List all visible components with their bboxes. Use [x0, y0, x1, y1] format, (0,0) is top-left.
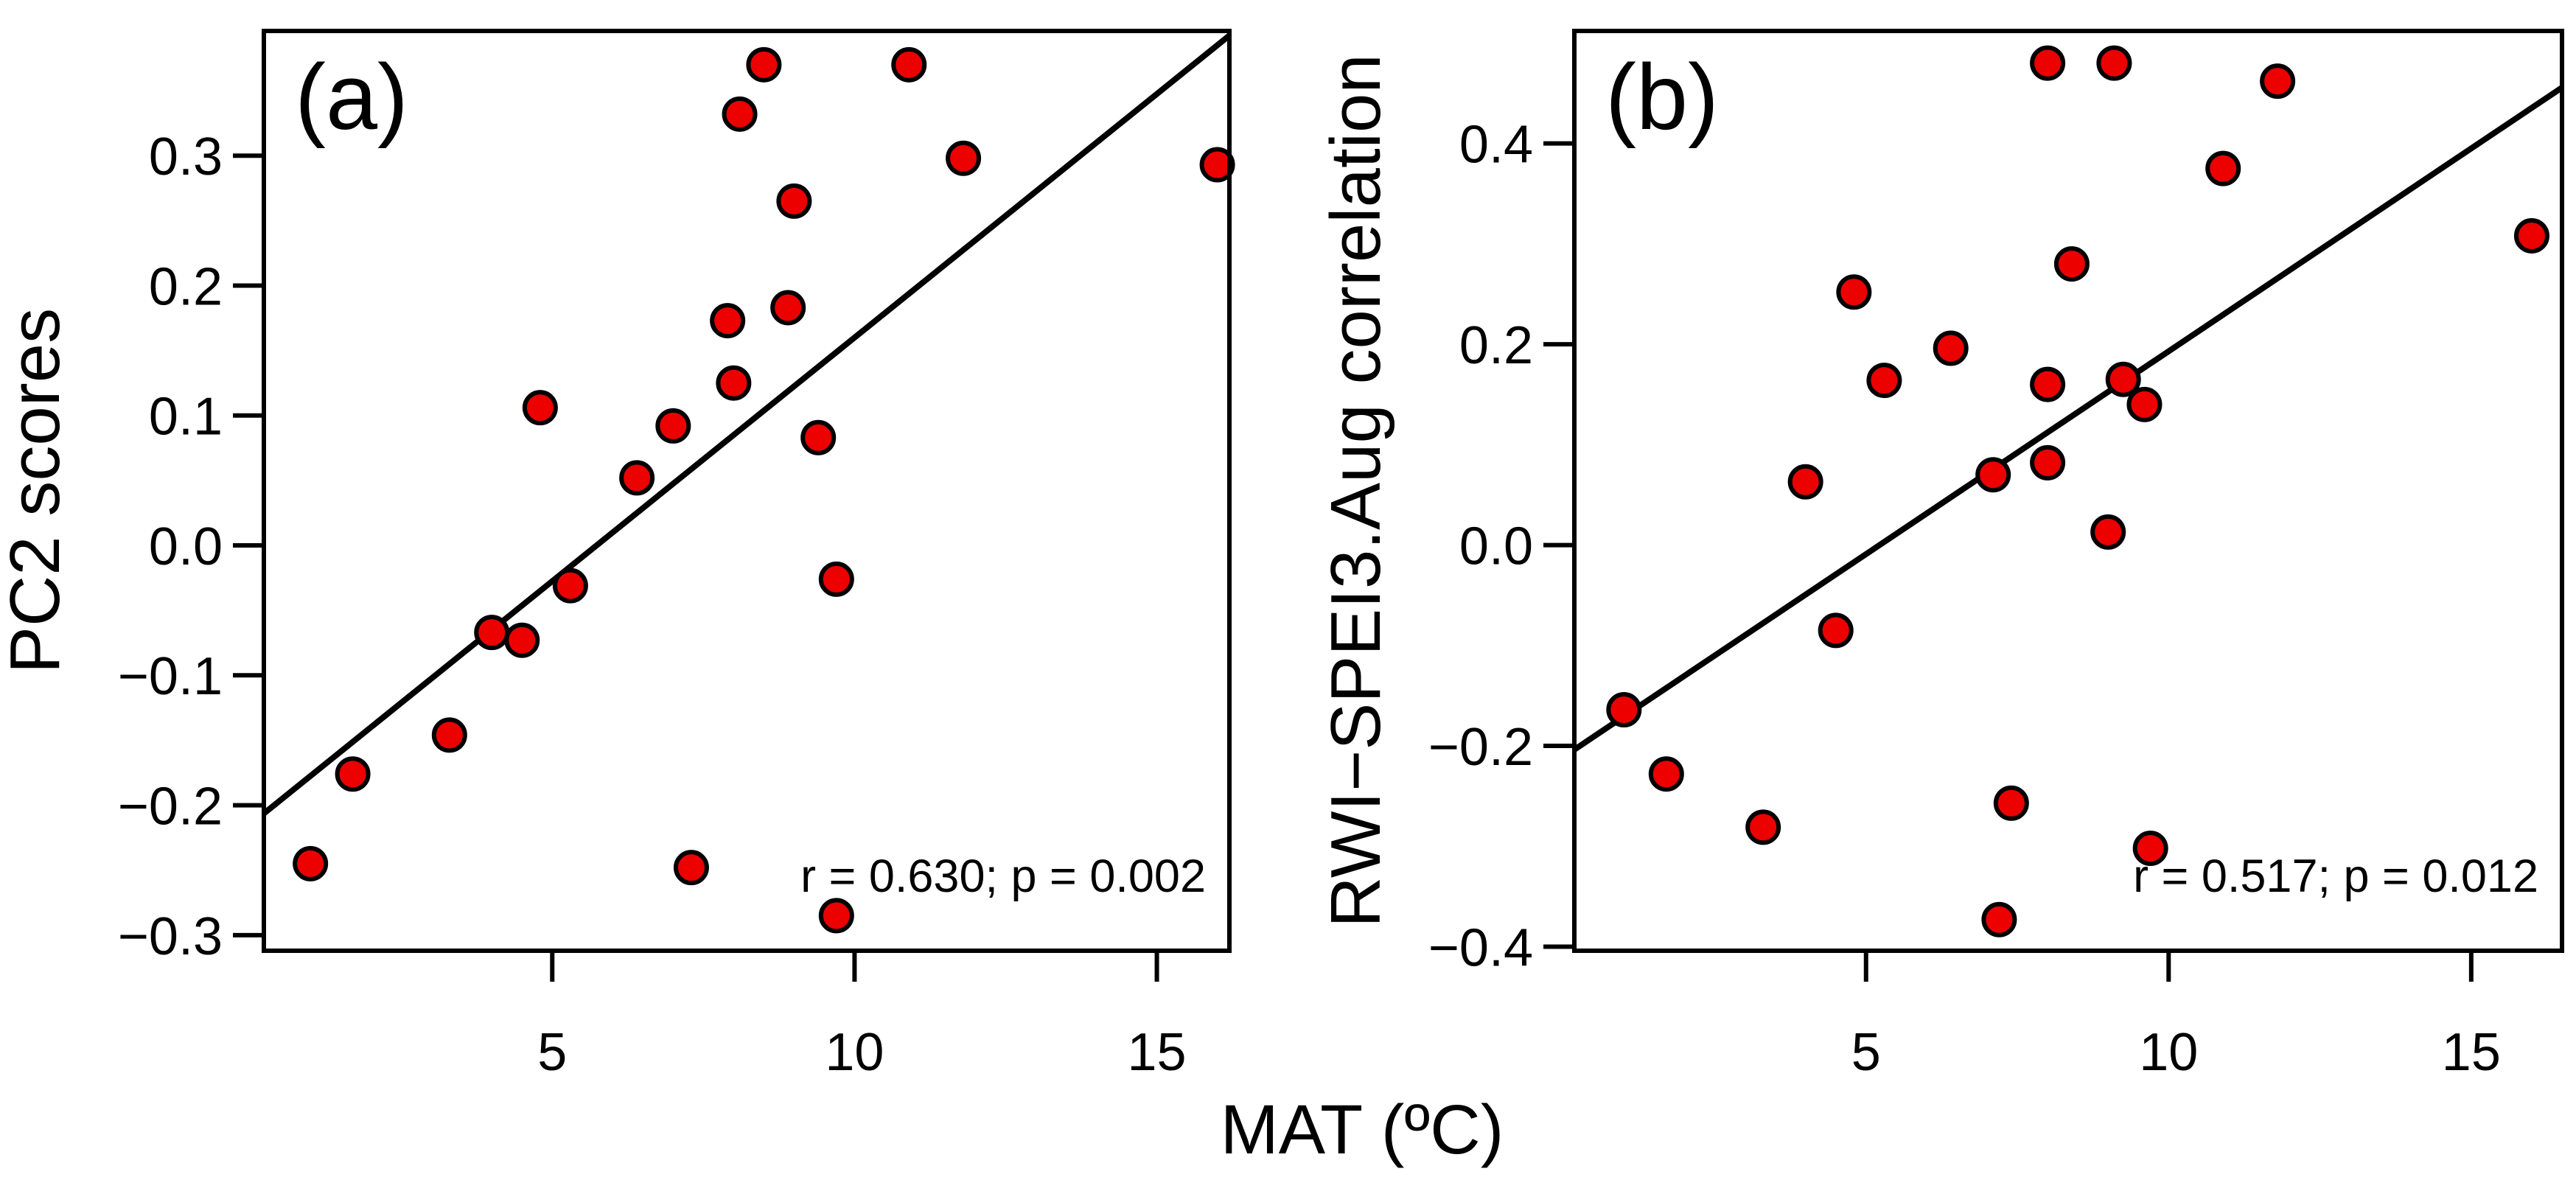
x-tick-label-b: 10 — [2139, 1023, 2198, 1082]
data-point-a — [710, 303, 746, 339]
data-point-b — [2105, 361, 2141, 397]
y-tick-label-a: 0.3 — [149, 128, 223, 186]
data-point-a — [619, 460, 655, 496]
plot-box-b — [1572, 29, 2564, 953]
data-point-b — [2513, 217, 2549, 254]
x-tick-label-a: 15 — [1128, 1023, 1187, 1082]
x-tick-label-a: 10 — [825, 1023, 884, 1082]
data-point-b — [1993, 785, 2029, 821]
data-point-a — [504, 622, 540, 658]
data-point-a — [673, 850, 709, 886]
data-point-a — [818, 561, 854, 597]
data-point-b — [1836, 274, 1872, 310]
y-tick-label-a: 0.0 — [149, 517, 223, 576]
y-tick-label-a: −0.3 — [118, 907, 223, 966]
y-axis-label-b: RWI−SPEI3.Aug correlation — [1316, 54, 1395, 927]
regression-line-b — [1574, 85, 2562, 752]
data-point-a — [946, 140, 982, 176]
y-tick-label-a: 0.1 — [149, 388, 223, 447]
y-tick-label-b: 0.2 — [1459, 316, 1533, 375]
y-tick-label-a: −0.1 — [118, 647, 223, 706]
x-tick-label-a: 5 — [537, 1023, 567, 1082]
regression-line-a — [264, 33, 1229, 816]
data-point-b — [1787, 464, 1823, 500]
data-point-a — [746, 46, 782, 83]
x-axis-label: MAT (ºC) — [1221, 1091, 1504, 1169]
data-point-b — [1933, 330, 1969, 366]
data-point-a — [335, 756, 371, 792]
data-point-b — [1975, 457, 2011, 493]
x-tick-label-b: 5 — [1851, 1023, 1881, 1082]
correlation-annotation-a: r = 0.630; p = 0.002 — [800, 851, 1206, 902]
data-point-b — [2053, 246, 2090, 282]
data-point-a — [474, 615, 510, 651]
data-point-a — [818, 898, 854, 934]
data-point-b — [1606, 692, 1642, 728]
data-point-b — [1745, 809, 1781, 845]
data-point-a — [722, 96, 758, 132]
y-tick-label-b: −0.2 — [1428, 718, 1533, 777]
y-tick-label-b: 0.4 — [1459, 116, 1533, 175]
data-point-a — [776, 183, 812, 219]
y-tick-label-a: −0.2 — [118, 777, 223, 836]
y-tick-label-a: 0.2 — [149, 257, 223, 316]
plot-box-a — [262, 29, 1232, 953]
panel-label-a: (a) — [295, 45, 408, 149]
data-point-b — [1648, 756, 1684, 792]
panel-b: 5 10 15 −0.4 −0.2 0.0 0.2 0.4 (b) r = 0.517; p = … — [1316, 29, 2564, 1082]
data-point-b — [2205, 150, 2241, 186]
data-point-b — [2132, 831, 2168, 867]
data-point-b — [2096, 45, 2132, 81]
data-point-a — [655, 408, 691, 444]
data-point-b — [2030, 444, 2066, 481]
data-point-a — [293, 845, 329, 881]
data-point-a — [552, 567, 588, 604]
panel-a: 5 10 15 −0.3 −0.2 −0.1 0.0 0.1 0.2 0.3 (a) r = 0.63… — [0, 29, 1235, 1082]
panel-label-b: (b) — [1605, 45, 1719, 149]
data-point-a — [522, 390, 558, 426]
data-point-b — [2030, 45, 2066, 81]
x-tick-label-b: 15 — [2442, 1023, 2501, 1082]
data-point-a — [716, 365, 752, 401]
data-point-b — [2030, 366, 2066, 402]
data-point-b — [2260, 63, 2296, 99]
data-point-b — [2126, 386, 2163, 422]
data-point-b — [1981, 901, 2017, 937]
data-point-b — [1866, 363, 1902, 399]
data-point-a — [800, 419, 837, 455]
y-tick-label-b: 0.0 — [1459, 517, 1533, 576]
y-tick-label-b: −0.4 — [1428, 918, 1533, 977]
data-point-a — [770, 290, 806, 326]
data-point-a — [431, 717, 467, 753]
data-point-a — [891, 46, 927, 83]
y-axis-label-a: PC2 scores — [0, 308, 74, 674]
data-point-b — [1818, 612, 1854, 649]
correlation-annotation-b: r = 0.517; p = 0.012 — [2133, 851, 2538, 902]
data-point-b — [2090, 514, 2126, 550]
data-point-a — [1199, 147, 1235, 183]
